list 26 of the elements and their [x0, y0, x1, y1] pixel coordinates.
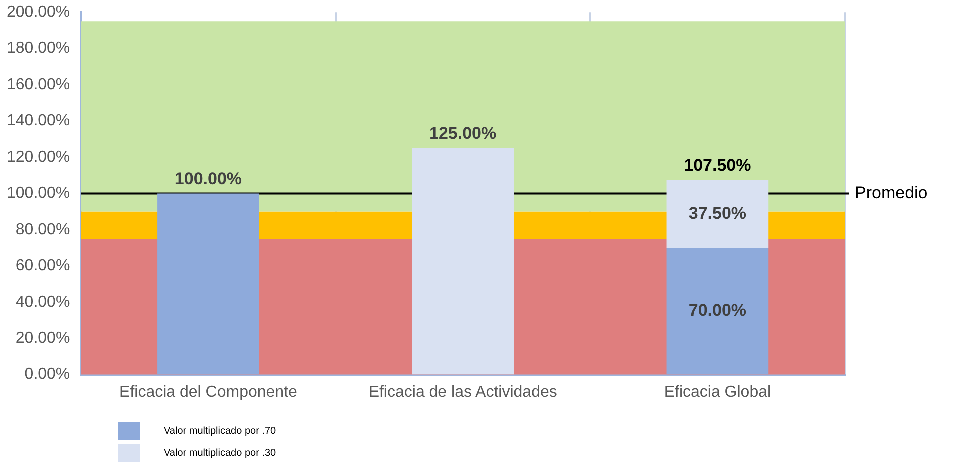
- total-label: 107.50%: [684, 156, 752, 175]
- y-tick-label: 60.00%: [16, 258, 70, 275]
- bar: [666, 248, 769, 375]
- data-label: 37.50%: [688, 204, 747, 223]
- y-tick-label: 180.00%: [6, 40, 70, 58]
- bar: [158, 194, 260, 375]
- legend-label: Valor multiplicado por .70: [164, 426, 276, 436]
- ref-line-label: Promedio: [855, 183, 928, 202]
- y-tick-label: 40.00%: [16, 294, 70, 311]
- y-tick-label: 160.00%: [6, 76, 70, 94]
- y-tick-label: 20.00%: [16, 330, 70, 347]
- y-tick-label: 0.00%: [24, 366, 70, 384]
- legend-label: Valor multiplicado por .30: [164, 448, 276, 458]
- data-label: 125.00%: [430, 124, 497, 144]
- x-tick-label: Eficacia del Componente: [120, 384, 298, 401]
- data-label: 100.00%: [174, 169, 242, 188]
- x-tick-label: Eficacia de las Actividades: [368, 384, 558, 401]
- x-tick-label: Eficacia Global: [664, 384, 772, 401]
- y-tick-label: 200.00%: [6, 4, 70, 22]
- data-label: 70.00%: [688, 301, 747, 320]
- y-tick-label: 80.00%: [16, 221, 70, 238]
- y-tick-label: 120.00%: [6, 148, 70, 166]
- y-tick-label: 100.00%: [6, 185, 70, 202]
- bar: [412, 148, 514, 375]
- bar: [666, 180, 769, 248]
- y-tick-label: 140.00%: [6, 112, 70, 130]
